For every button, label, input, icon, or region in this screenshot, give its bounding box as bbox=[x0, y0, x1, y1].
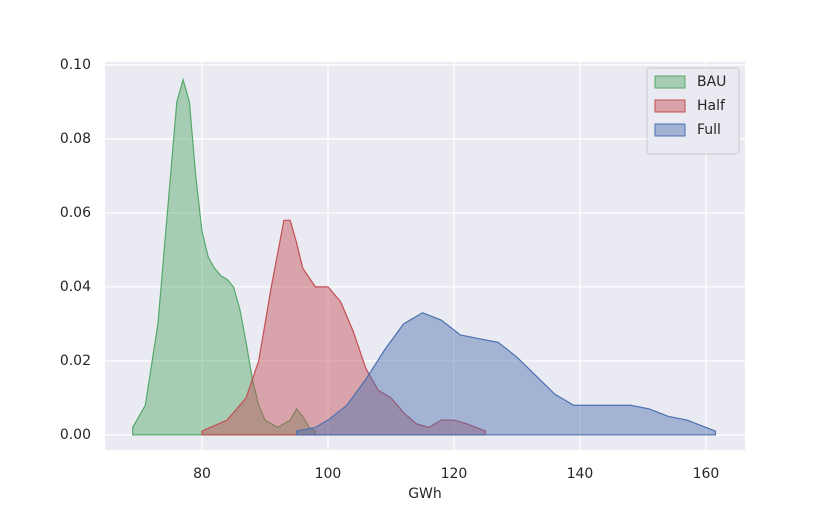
legend-label: Half bbox=[697, 98, 726, 114]
x-tick-label: 140 bbox=[567, 466, 594, 482]
legend-box bbox=[646, 67, 740, 155]
y-tick-label: 0.04 bbox=[60, 279, 91, 295]
legend-swatch bbox=[654, 123, 686, 137]
legend-swatch bbox=[654, 99, 686, 113]
x-axis-label: GWh bbox=[408, 486, 442, 502]
legend-label: Full bbox=[697, 122, 721, 138]
density-area bbox=[132, 77, 316, 436]
y-tick-label: 0.06 bbox=[60, 205, 91, 221]
density-area bbox=[295, 312, 716, 436]
y-tick-label: 0.02 bbox=[60, 353, 91, 369]
x-tick-label: 160 bbox=[693, 466, 720, 482]
y-tick-label: 0.00 bbox=[60, 427, 91, 443]
plot-area bbox=[105, 62, 745, 450]
x-tick-label: 80 bbox=[193, 466, 211, 482]
legend-swatch bbox=[654, 75, 686, 89]
legend-label: BAU bbox=[697, 74, 726, 90]
y-tick-label: 0.08 bbox=[60, 131, 91, 147]
x-tick-label: 120 bbox=[441, 466, 468, 482]
density-area bbox=[201, 219, 487, 436]
x-tick-label: 100 bbox=[315, 466, 342, 482]
y-tick-label: 0.10 bbox=[60, 57, 91, 73]
